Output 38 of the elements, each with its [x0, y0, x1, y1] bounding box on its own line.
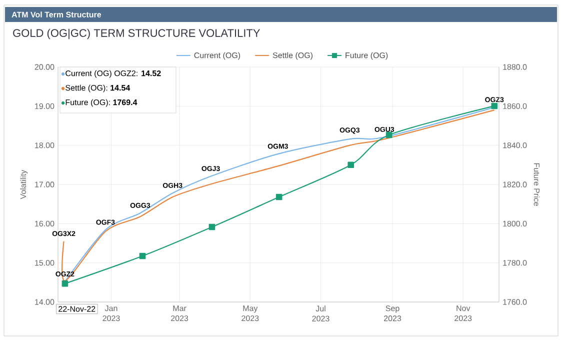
text: 22-Nov-22 [58, 306, 96, 312]
y-tick-label: 17.00 [35, 182, 54, 188]
legend-label: Current (OG) [194, 52, 240, 60]
y2-tick-label: 1860.0 [503, 103, 527, 109]
y-axis-title: Volatility [20, 170, 28, 200]
point [348, 162, 354, 168]
y-tick-label: 19.00 [35, 103, 54, 109]
x-tick-label: Sep 2023 [384, 306, 402, 322]
y2-tick-label: 1820.0 [503, 182, 527, 188]
x-tick-label: May 2023 [242, 306, 259, 322]
annotation: Future (OG): 1769.4 [66, 99, 138, 107]
point [276, 194, 282, 200]
point [386, 132, 392, 138]
chart-title: ATM Vol Term Structure [12, 12, 102, 18]
point [208, 224, 216, 230]
legend-label: Settle (OG) [272, 52, 312, 60]
point [139, 252, 146, 260]
x-tick-label: Jan 2023 [102, 306, 120, 322]
y2-axis-title: Future Price [534, 163, 540, 206]
y2-tick-label: 1880.0 [503, 64, 527, 70]
annotation: Settle (OG): 14.54 [66, 84, 130, 92]
annotation: Current (OG) OGZ2: 14.52 [66, 70, 161, 78]
y-tick-label: 15.00 [35, 260, 54, 266]
y-tick-label: 20.00 [34, 64, 54, 70]
y2-tick-label: 1780.0 [503, 260, 527, 266]
y-tick-label: 14.00 [35, 299, 54, 305]
x-tick-label: Jul 2023 [312, 306, 330, 322]
y2-tick-label: 1800.0 [503, 220, 527, 226]
point [491, 102, 498, 110]
y2-tick-label: 1760.0 [503, 299, 527, 305]
y-tick-label: 18.00 [35, 142, 54, 148]
chart-subtitle: GOLD (OG|GC) TERM STRUCTURE VOLATILITY [13, 28, 260, 40]
x-tick-label: Mar 2023 [171, 306, 188, 322]
x-tick-label: Nov 2023 [454, 306, 472, 322]
y2-tick-label: 1840.0 [503, 142, 527, 148]
y-tick-label: 16.00 [35, 220, 54, 226]
legend-label: Future (OG) [346, 52, 388, 60]
point [62, 280, 68, 287]
